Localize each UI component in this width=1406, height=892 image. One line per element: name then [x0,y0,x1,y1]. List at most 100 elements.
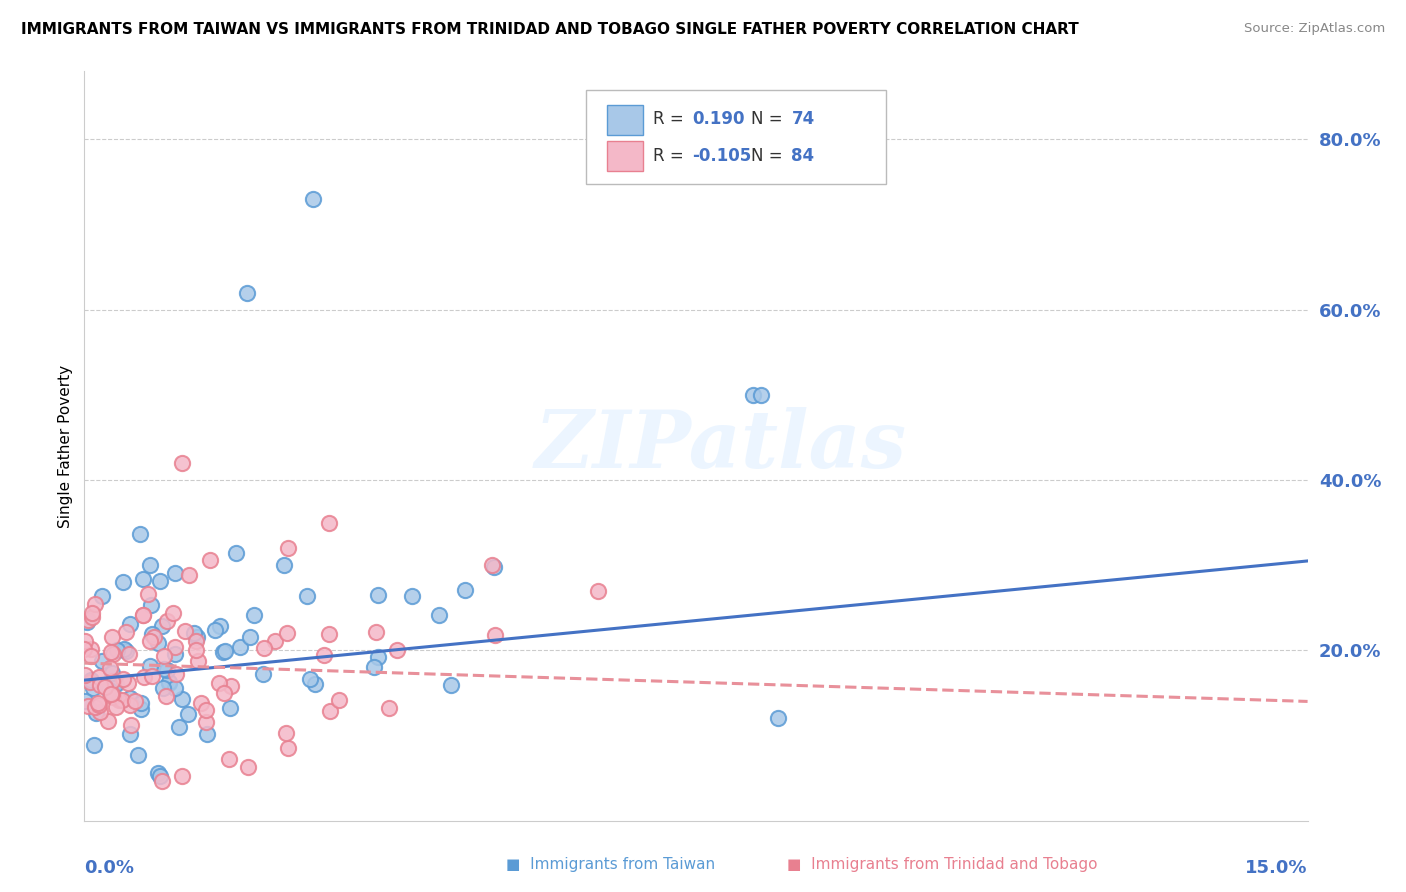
Point [184,642,207,657]
Point [146,636,169,650]
Point [427,607,450,622]
Point [167,720,190,734]
Text: -0.105: -0.105 [692,147,752,165]
Point [89,678,111,692]
Text: N =: N = [751,110,787,128]
Point [198,553,221,567]
Point [83,738,105,752]
Point [120,718,142,732]
Point [132,607,155,622]
Y-axis label: Single Father Poverty: Single Father Poverty [58,365,73,527]
Point [132,607,155,622]
Point [153,648,176,663]
Point [183,626,205,640]
Point [385,642,408,657]
Point [440,678,463,692]
Point [115,625,138,640]
Point [197,727,219,741]
Point [76,699,98,714]
Point [252,640,274,655]
Text: ■  Immigrants from Trinidad and Tobago: ■ Immigrants from Trinidad and Tobago [787,857,1098,872]
Point [276,625,298,640]
Point [195,702,218,716]
Point [238,760,260,774]
Point [105,676,128,690]
Point [156,615,179,629]
Point [208,619,231,633]
Point [84,706,107,720]
Point [214,643,236,657]
Point [742,388,765,402]
Point [152,681,174,695]
Point [177,707,200,722]
Point [100,645,122,659]
Point [195,715,218,730]
Point [155,689,177,703]
Point [115,644,138,658]
Point [97,714,120,728]
Point [76,613,98,627]
Text: N =: N = [751,147,787,165]
Point [170,692,193,706]
Point [136,587,159,601]
Point [111,693,134,707]
Point [75,668,97,682]
Point [141,626,163,640]
Point [273,558,295,573]
Point [304,677,326,691]
Point [157,676,180,690]
Point [87,670,110,684]
Point [239,630,262,644]
Point [187,654,209,668]
Point [90,654,112,668]
Point [111,672,134,686]
Point [263,633,285,648]
Point [129,696,152,710]
Text: 74: 74 [792,110,814,128]
Point [165,667,187,681]
Point [749,388,772,402]
Point [484,560,506,574]
Point [80,606,103,620]
Point [112,641,135,656]
Point [134,670,156,684]
Point [484,628,506,642]
Point [274,725,297,739]
Point [149,768,172,782]
Point [190,696,212,710]
Point [138,558,160,573]
Point [173,624,195,639]
Point [80,641,103,656]
Text: IMMIGRANTS FROM TAIWAN VS IMMIGRANTS FROM TRINIDAD AND TOBAGO SINGLE FATHER POVE: IMMIGRANTS FROM TAIWAN VS IMMIGRANTS FRO… [21,22,1078,37]
Point [120,691,142,706]
Point [295,589,318,603]
Point [73,694,96,708]
Point [132,572,155,586]
Point [139,634,162,648]
Point [364,625,387,640]
Point [319,704,342,718]
Point [143,630,166,644]
Point [156,663,179,677]
Point [127,748,149,763]
Point [101,687,124,701]
Point [162,606,184,620]
Point [236,285,259,300]
Point [100,687,122,701]
Point [401,589,423,603]
Point [111,574,134,589]
Point [184,633,207,648]
Point [312,648,335,663]
Point [129,527,152,541]
Point [139,659,162,673]
Text: R =: R = [654,147,689,165]
Point [367,650,389,665]
Point [146,765,169,780]
Text: 84: 84 [792,147,814,165]
Point [141,669,163,683]
Bar [606,105,644,135]
Point [454,583,477,598]
Point [103,690,125,705]
Point [367,588,389,602]
Point [378,701,401,715]
